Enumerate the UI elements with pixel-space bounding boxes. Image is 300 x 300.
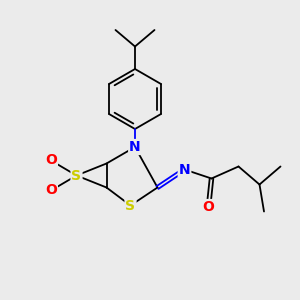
- Text: O: O: [45, 184, 57, 197]
- Text: N: N: [179, 163, 190, 176]
- Text: O: O: [45, 154, 57, 167]
- Text: S: S: [125, 199, 136, 212]
- Text: S: S: [71, 169, 82, 182]
- Text: O: O: [202, 200, 214, 214]
- Text: N: N: [129, 140, 141, 154]
